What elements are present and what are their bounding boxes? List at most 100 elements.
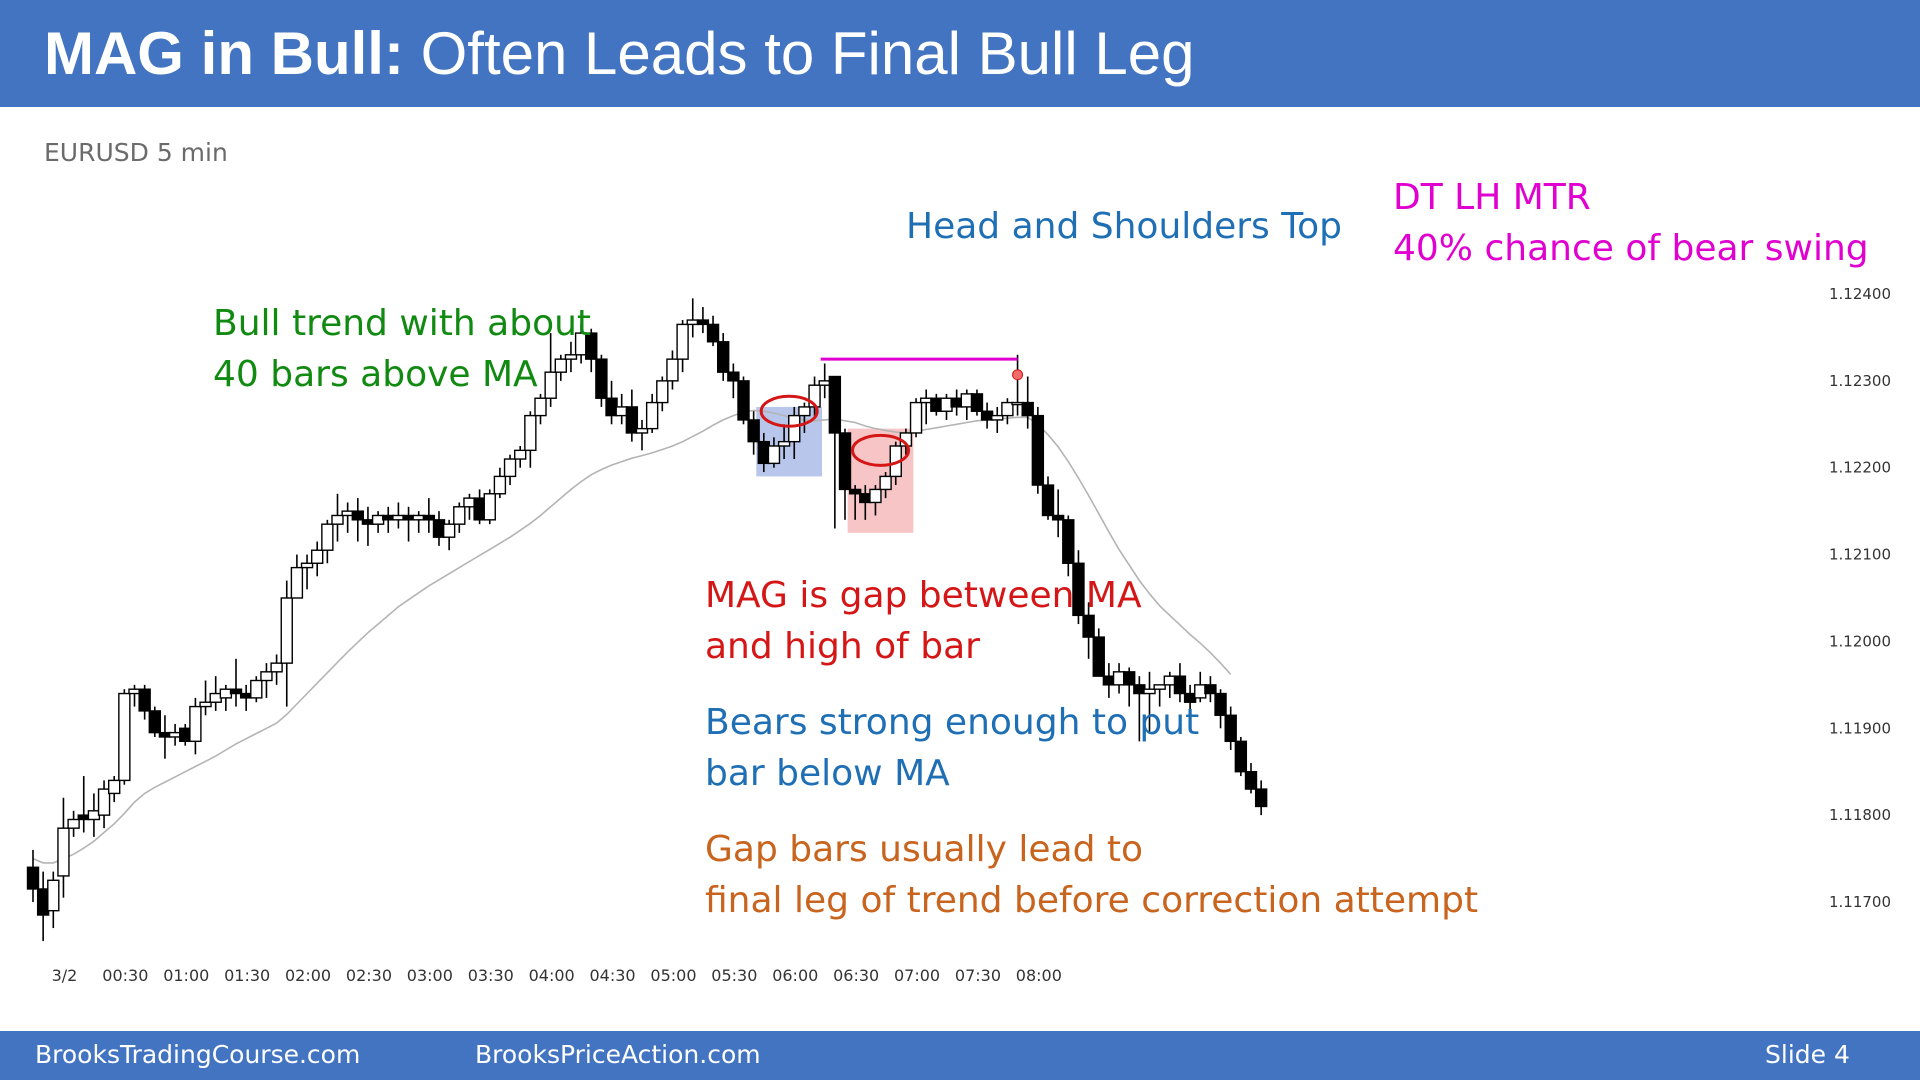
candle [412,511,425,533]
bear-candle-body [706,323,720,343]
candle [838,428,852,520]
candle [118,689,131,785]
bull-candle-body [1112,671,1126,686]
gap-bar-ellipse [851,433,911,467]
candle [493,467,507,499]
bear-candle-body [1234,740,1248,773]
bear-candle-body [26,866,40,890]
bull-candle-body [767,445,781,465]
bull-candle-body [534,397,547,417]
candle [869,485,882,516]
bull-candle-body [909,401,923,434]
bear-candle-body [158,731,172,738]
x-tick-label: 06:30 [833,966,879,985]
slide-title: MAG in Bull: Often Leads to Final Bull L… [44,12,1194,96]
bull-candle-body [290,566,304,599]
y-tick-label: 1.11700 [1829,893,1891,911]
candle [402,506,415,542]
y-tick-label: 1.11800 [1829,806,1891,824]
candle [229,658,243,707]
bull-trend-annotation: Bull trend with about 40 bars above MA [213,298,591,400]
candle [737,376,750,425]
candle [818,363,831,399]
title-rest: Often Leads to Final Bull Leg [403,20,1195,87]
bear-candle-body [1214,692,1227,716]
bear-candle-body [950,397,963,408]
candle [148,706,162,737]
bear-candle-body [1102,675,1116,686]
bull-candle-body [87,810,101,821]
candle [189,697,202,755]
candle [848,485,862,520]
bear-candle-body [1041,484,1055,517]
candle [158,715,172,759]
candle [442,519,456,551]
candle [453,502,466,533]
candle [26,849,40,902]
candle [1204,676,1217,703]
candle [392,502,405,529]
bear-candle-body [727,371,740,382]
candle [1122,667,1136,707]
candle [463,493,476,520]
bear-candle-body [838,432,852,491]
candle [1153,684,1166,707]
candle [250,676,263,703]
candle [1031,406,1045,494]
candle [473,489,486,525]
bull-candle-body [463,497,476,508]
candle [909,398,923,438]
bull-candle-body [371,514,385,525]
candle [128,684,141,707]
bull-candle-body [1163,675,1177,686]
bear-candle-body [1254,788,1268,808]
x-tick-label: 03:00 [407,966,453,985]
candle [828,375,842,529]
footer-course-link[interactable]: BrooksTradingCourse.com [35,1040,361,1069]
candle [534,393,547,425]
dt-lh-annotation: DT LH MTR 40% chance of bear swing [1393,172,1869,274]
candle [1001,398,1014,425]
y-tick-label: 1.12100 [1829,546,1891,564]
candle [696,307,710,334]
bear-candle-body [585,332,598,360]
bull-candle-body [686,319,699,326]
bull-candle-body [260,671,273,682]
candle [635,419,649,451]
bear-candle-body [1031,414,1045,486]
candle [595,354,608,407]
bear-candle-body [737,380,750,421]
bull-candle-body [270,662,283,673]
bull-candle-body [1001,401,1014,417]
candle [280,580,293,707]
bear-candle-body [138,688,151,712]
bull-candle-body [209,692,222,703]
x-tick-label: 07:00 [894,966,940,985]
bull-candle-body [554,358,567,373]
footer-site-link[interactable]: BrooksPriceAction.com [475,1040,761,1069]
candle [1234,736,1248,777]
bear-candle-body [1244,771,1258,790]
bull-candle-body [788,414,801,443]
candle [1021,376,1034,429]
bull-candle-body [960,393,973,408]
bull-candle-body [189,705,202,743]
bull-candle-body [615,406,628,417]
bear-candle-body [757,440,770,465]
bull-candle-body [442,523,456,538]
bull-candle-body [199,701,212,708]
y-tick-label: 1.12200 [1829,459,1891,477]
bear-candle-body [696,319,710,326]
candle [625,389,639,442]
x-tick-label: 04:30 [589,966,635,985]
candle [930,393,943,416]
bear-candle-body [1092,636,1105,677]
bull-candle-body [412,514,425,521]
bear-candle-body [930,397,943,412]
bear-candle-body [1072,562,1085,617]
bull-candle-body [818,380,831,386]
candle [605,380,618,425]
bear-candle-body [36,888,50,916]
candle [67,810,80,837]
moving-average-line [32,409,1232,864]
